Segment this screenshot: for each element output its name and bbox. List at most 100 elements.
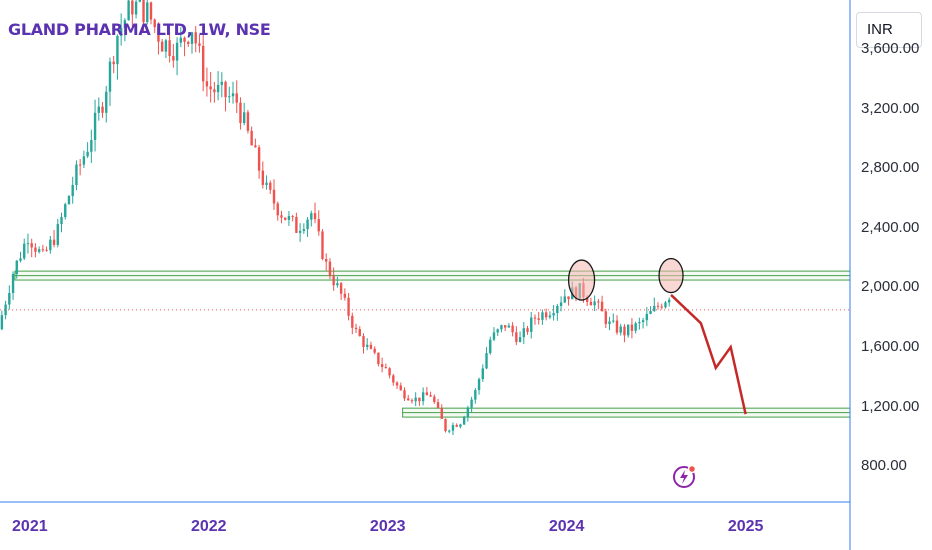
candle-body-65	[242, 112, 246, 124]
candle-body-15	[56, 224, 59, 245]
candle-body-69	[257, 147, 261, 171]
candle-body-100	[373, 348, 376, 353]
candle-body-160	[597, 301, 600, 303]
candles-layer	[0, 0, 671, 436]
candle-body-99	[369, 344, 373, 349]
zones-layer	[0, 270, 851, 418]
candle-body-48	[179, 37, 183, 43]
candle-body-114	[425, 392, 429, 396]
candle-body-150	[559, 302, 563, 306]
lightning-icon[interactable]	[671, 464, 697, 490]
candle-body-14	[52, 239, 56, 245]
candle-body-31	[116, 35, 119, 65]
candle-body-24	[90, 139, 93, 152]
candle-body-96	[358, 329, 361, 337]
candle-body-116	[433, 396, 436, 403]
candle-body-39	[146, 2, 149, 23]
price-tick-2: 2,800.00	[861, 159, 920, 177]
candle-body-68	[254, 145, 257, 148]
candle-body-1	[4, 304, 7, 316]
candle-body-144	[537, 318, 540, 320]
candle-body-126	[470, 399, 473, 408]
candle-body-70	[261, 170, 265, 185]
candle-body-122	[455, 425, 458, 427]
candle-body-109	[407, 398, 410, 401]
candle-body-168	[626, 324, 630, 336]
candle-body-176	[656, 305, 660, 307]
candle-body-62	[231, 93, 235, 97]
candle-body-171	[638, 322, 641, 324]
candle-body-142	[530, 317, 533, 332]
candle-body-119	[444, 418, 447, 432]
candle-body-55	[205, 81, 209, 87]
candle-body-88	[328, 261, 332, 277]
candle-body-141	[526, 328, 529, 332]
candle-body-13	[49, 239, 52, 251]
price-tick-6: 1,200.00	[861, 397, 920, 415]
candle-body-115	[429, 395, 432, 397]
candle-body-44	[164, 40, 168, 52]
candle-body-71	[265, 182, 268, 185]
candle-body-139	[518, 337, 522, 342]
candle-body-124	[462, 417, 466, 425]
candle-body-164	[612, 320, 615, 322]
candle-body-179	[667, 299, 671, 303]
candle-body-98	[366, 344, 369, 347]
candle-body-173	[645, 313, 649, 321]
candle-body-121	[451, 425, 455, 431]
price-tick-1: 3,200.00	[861, 99, 920, 117]
candle-body-8	[30, 243, 33, 248]
candle-body-43	[160, 41, 164, 52]
candle-body-6	[23, 243, 26, 259]
candle-body-50	[187, 41, 190, 44]
candle-body-12	[45, 249, 48, 251]
candle-body-78	[291, 216, 294, 218]
candle-body-0	[0, 315, 4, 330]
time-tick-2021: 2021	[12, 518, 48, 535]
chart-title: GLAND PHARMA LTD, 1W, NSE	[8, 20, 271, 39]
candle-body-46	[172, 55, 175, 61]
candle-body-91	[339, 283, 343, 294]
candle-body-158	[589, 301, 593, 306]
candle-body-94	[351, 315, 354, 328]
candle-body-76	[283, 217, 287, 220]
candle-body-81	[302, 229, 306, 231]
candle-body-177	[660, 306, 663, 308]
candle-body-84	[313, 213, 317, 220]
candle-body-104	[388, 368, 391, 376]
candle-body-172	[641, 320, 645, 323]
price-tick-7: 800.00	[861, 457, 907, 475]
candle-body-80	[298, 230, 302, 233]
candle-body-66	[246, 112, 250, 131]
candle-body-73	[272, 189, 276, 204]
candle-body-89	[332, 276, 335, 286]
price-tick-4: 2,000.00	[861, 278, 920, 296]
time-tick-2022: 2022	[190, 518, 227, 535]
candle-body-41	[153, 19, 156, 28]
candle-body-61	[228, 96, 231, 98]
candle-body-107	[399, 385, 402, 391]
candle-body-129	[481, 368, 484, 380]
candle-body-113	[421, 392, 425, 402]
candle-body-38	[142, 0, 145, 23]
candle-body-3	[11, 273, 15, 294]
price-tick-0: 3,600.00	[861, 40, 920, 58]
price-tick-5: 1,600.00	[861, 338, 920, 356]
candle-body-90	[336, 283, 339, 286]
candle-body-85	[317, 219, 320, 232]
candle-body-145	[541, 312, 544, 320]
candle-body-130	[485, 353, 488, 369]
currency-selector[interactable]: INR	[856, 12, 922, 48]
candle-body-136	[507, 325, 511, 328]
candle-body-25	[93, 112, 97, 140]
candle-body-51	[190, 32, 194, 44]
candle-body-87	[325, 259, 328, 262]
candle-body-30	[112, 61, 115, 65]
candle-body-28	[105, 91, 108, 113]
candle-body-92	[343, 293, 347, 298]
candle-body-161	[600, 301, 604, 312]
candle-body-102	[380, 364, 384, 368]
candle-body-110	[410, 400, 414, 402]
candle-body-112	[418, 397, 421, 402]
